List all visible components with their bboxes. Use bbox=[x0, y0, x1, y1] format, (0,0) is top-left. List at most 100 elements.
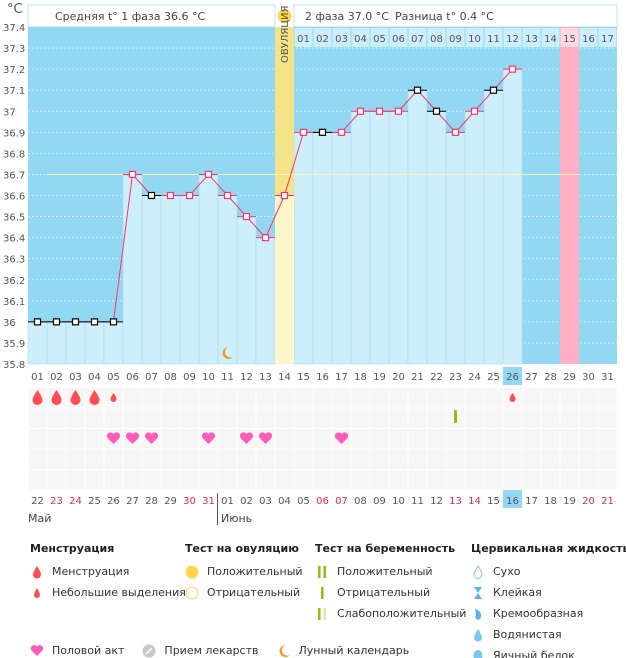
grid-cell bbox=[427, 388, 446, 408]
grid-cell bbox=[541, 470, 560, 490]
grid-cell bbox=[465, 408, 484, 428]
phase2-day-label: 10 bbox=[468, 34, 481, 45]
grid-cell bbox=[180, 408, 199, 428]
phase2-day-label: 05 bbox=[373, 34, 386, 45]
cycle-day-label: 18 bbox=[354, 372, 367, 383]
grid-cell bbox=[66, 449, 85, 469]
heart-icon bbox=[106, 432, 121, 444]
temperature-point bbox=[242, 212, 251, 221]
grid-cell bbox=[332, 388, 351, 408]
heart-icon bbox=[144, 432, 159, 444]
calendar-date: 15 bbox=[487, 496, 500, 507]
cycle-day-label: 06 bbox=[126, 372, 139, 383]
grid-cell bbox=[85, 449, 104, 469]
grid-cell bbox=[313, 429, 332, 449]
grid-cell bbox=[123, 470, 142, 490]
heart-icon bbox=[258, 432, 273, 444]
grid-cell bbox=[579, 449, 598, 469]
calendar-date: 29 bbox=[164, 496, 177, 507]
y-tick-label: 36.1 bbox=[3, 297, 25, 308]
phase2-day-label: 01 bbox=[297, 34, 310, 45]
grid-cell bbox=[484, 388, 503, 408]
cycle-day-label: 28 bbox=[544, 372, 557, 383]
moon-icon bbox=[222, 347, 233, 359]
y-tick-label: 37 bbox=[3, 107, 16, 118]
grid-cell bbox=[560, 470, 579, 490]
temperature-point bbox=[185, 191, 194, 200]
grid-cell bbox=[503, 429, 522, 449]
temperature-point bbox=[33, 318, 42, 326]
calendar-date: 23 bbox=[50, 496, 63, 507]
grid-cell bbox=[408, 429, 427, 449]
calendar-date: 24 bbox=[69, 496, 82, 507]
temperature-bar bbox=[84, 321, 105, 365]
grid-cell bbox=[332, 449, 351, 469]
grid-cell bbox=[161, 470, 180, 490]
cycle-day-label: 15 bbox=[297, 372, 310, 383]
temperature-bar bbox=[141, 195, 162, 365]
grid-cell bbox=[484, 408, 503, 428]
grid-cell bbox=[237, 408, 256, 428]
cycle-day-label: 30 bbox=[582, 372, 595, 383]
grid-cell bbox=[180, 388, 199, 408]
grid-cell bbox=[560, 388, 579, 408]
grid-cell bbox=[47, 408, 66, 428]
cycle-day-label: 05 bbox=[107, 372, 120, 383]
grid-cell bbox=[199, 449, 218, 469]
temperature-point bbox=[451, 128, 460, 136]
grid-cell bbox=[294, 449, 313, 469]
temperature-bar bbox=[236, 216, 257, 365]
calendar-date: 09 bbox=[373, 496, 386, 507]
water-drop-icon bbox=[471, 628, 485, 642]
temperature-bar bbox=[369, 110, 390, 365]
grid-cell bbox=[294, 470, 313, 490]
grid-cell bbox=[218, 449, 237, 469]
legend-title: Тест на овуляцию bbox=[185, 542, 299, 555]
legend-item: Положительный bbox=[337, 565, 433, 578]
menstruation-drop-icon bbox=[51, 390, 62, 405]
temperature-point bbox=[90, 318, 99, 326]
calendar-date: 17 bbox=[525, 496, 538, 507]
grid-cell bbox=[161, 388, 180, 408]
y-tick-label: 36.4 bbox=[3, 234, 25, 245]
temperature-point bbox=[413, 86, 422, 94]
grid-cell bbox=[256, 470, 275, 490]
temperature-point bbox=[394, 107, 403, 115]
cycle-day-label: 03 bbox=[69, 372, 82, 383]
calendar-date: 08 bbox=[354, 496, 367, 507]
grid-cell bbox=[446, 449, 465, 469]
phase2-day-label: 12 bbox=[506, 34, 519, 45]
temperature-point bbox=[356, 107, 365, 115]
grid-cell bbox=[180, 470, 199, 490]
grid-cell bbox=[389, 449, 408, 469]
phase2-day-cell bbox=[446, 28, 465, 47]
cycle-day-label: 13 bbox=[259, 372, 272, 383]
grid-cell bbox=[389, 429, 408, 449]
cycle-day-label: 10 bbox=[202, 372, 215, 383]
legend-pregnancy-test: Тест на беременность Положительный Отриц… bbox=[315, 542, 466, 624]
grid-cell bbox=[560, 429, 579, 449]
grid-cell bbox=[370, 470, 389, 490]
cycle-day-label: 21 bbox=[411, 372, 424, 383]
grid-cell bbox=[541, 429, 560, 449]
grid-cell bbox=[104, 449, 123, 469]
temperature-bar bbox=[464, 110, 485, 365]
calendar-date: 22 bbox=[31, 496, 44, 507]
grid-cell bbox=[503, 449, 522, 469]
cycle-day-label: 27 bbox=[525, 372, 538, 383]
temperature-bar bbox=[217, 195, 238, 365]
calendar-date: 12 bbox=[430, 496, 443, 507]
grid-cell bbox=[370, 408, 389, 428]
legend-item: Сухо bbox=[493, 565, 521, 578]
y-tick-label: 36 bbox=[3, 318, 16, 329]
grid-cell bbox=[66, 470, 85, 490]
grid-cell bbox=[465, 470, 484, 490]
temperature-point bbox=[109, 318, 118, 326]
temperature-point bbox=[261, 234, 270, 242]
grid-cell bbox=[237, 470, 256, 490]
y-tick-label: 37.2 bbox=[3, 65, 25, 76]
grid-cell bbox=[351, 408, 370, 428]
calendar-date: 06 bbox=[316, 496, 329, 507]
grid-cell bbox=[85, 429, 104, 449]
legend-item: Яичный белок bbox=[493, 649, 575, 658]
